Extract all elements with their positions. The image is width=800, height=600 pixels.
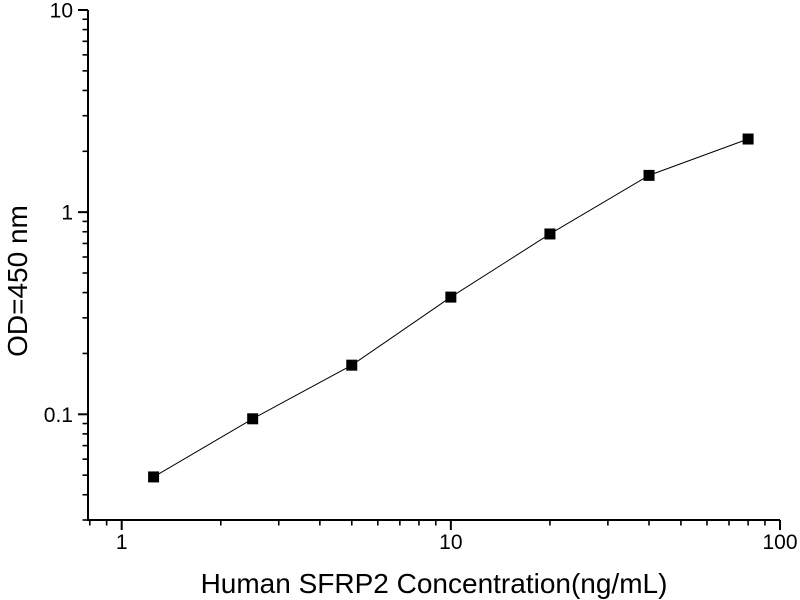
x-tick-label: 1: [116, 531, 128, 554]
x-tick-label: 100: [762, 531, 797, 554]
data-point-marker: [544, 228, 556, 240]
y-tick-label: 0.1: [44, 404, 73, 427]
data-point-marker: [643, 169, 655, 181]
data-point-marker: [148, 471, 160, 483]
data-point-marker: [346, 359, 358, 371]
data-point-marker: [742, 133, 754, 145]
data-series-layer: [148, 133, 754, 483]
y-tick-label: 10: [50, 0, 73, 23]
data-point-marker: [445, 291, 457, 303]
y-axis-title: OD=450 nm: [2, 205, 33, 357]
axes-layer: [87, 10, 780, 521]
data-point-marker: [247, 413, 259, 425]
x-axis-title: Human SFRP2 Concentration(ng/mL): [201, 568, 668, 599]
ticks-layer: 1 10 100 0.1 1 10: [44, 0, 798, 554]
axis-spines: [87, 10, 780, 521]
series-line: [153, 138, 749, 478]
y-tick-label: 1: [61, 202, 73, 225]
x-tick-label: 10: [439, 531, 462, 554]
